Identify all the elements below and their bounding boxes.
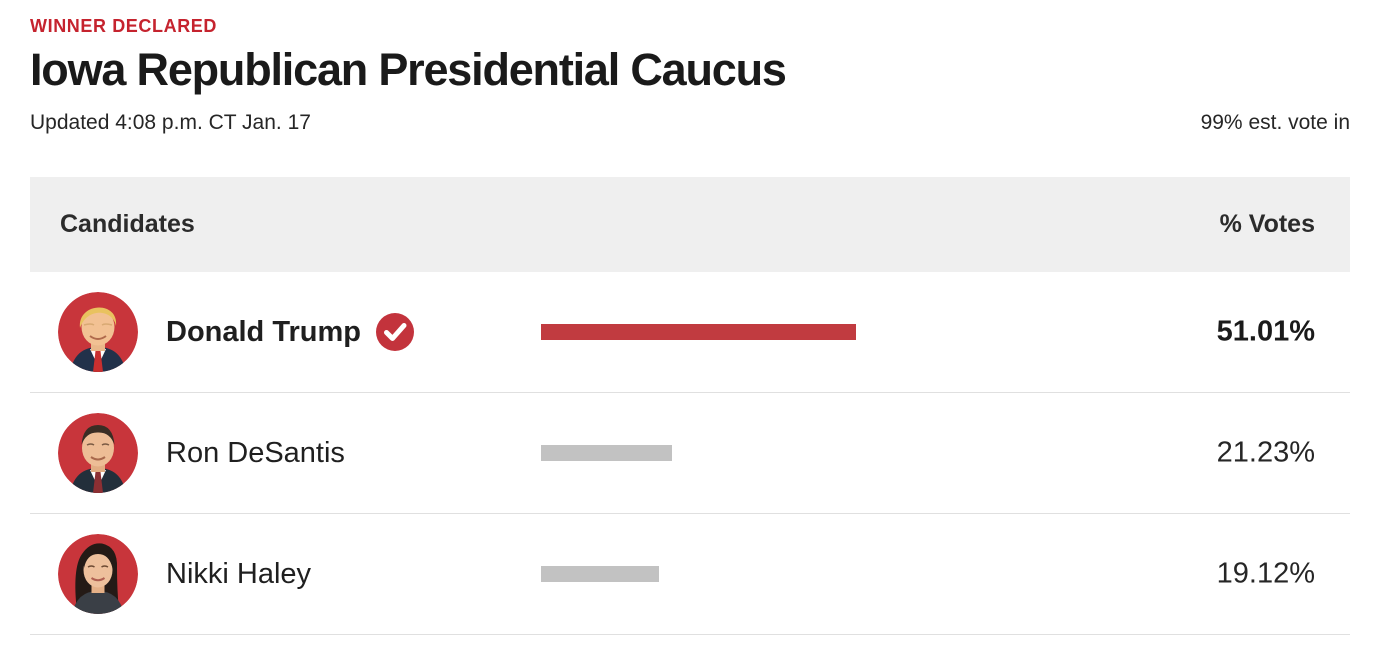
candidate-row-desantis: Ron DeSantis 21.23%: [30, 393, 1350, 514]
vote-percentage: 19.12%: [1216, 557, 1315, 590]
vote-share-bar: [541, 445, 672, 461]
vote-percentage: 21.23%: [1216, 436, 1315, 469]
candidate-name: Nikki Haley: [166, 557, 312, 590]
col-header-votes: % Votes: [1219, 210, 1315, 238]
winner-declared-label: WINNER DECLARED: [30, 16, 217, 36]
vote-percentage: 51.01%: [1216, 315, 1315, 348]
desantis-portrait-image: [58, 413, 138, 493]
candidate-avatar: [58, 292, 138, 372]
results-header: WINNER DECLARED Iowa Republican Presiden…: [30, 0, 1350, 135]
haley-portrait-image: [58, 534, 138, 614]
candidate-row-haley: Nikki Haley 19.12%: [30, 514, 1350, 635]
candidate-name-wrap: Nikki Haley: [166, 558, 311, 591]
est-vote-in: 99% est. vote in: [1200, 111, 1350, 134]
table-header: Candidates % Votes: [30, 177, 1350, 272]
col-header-candidates: Candidates: [60, 210, 195, 238]
candidate-name-wrap: Donald Trump: [166, 313, 414, 351]
winner-check-icon: [375, 313, 414, 351]
candidate-name-wrap: Ron DeSantis: [166, 437, 345, 470]
candidate-row-trump: Donald Trump 51.01%: [30, 272, 1350, 393]
trump-portrait-image: [58, 292, 138, 372]
updated-timestamp: Updated 4:08 p.m. CT Jan. 17: [30, 111, 311, 134]
candidate-avatar: [58, 413, 138, 493]
page-title: Iowa Republican Presidential Caucus: [30, 44, 787, 95]
vote-share-bar: [541, 324, 856, 340]
vote-share-bar: [541, 566, 659, 582]
meta-row: Updated 4:08 p.m. CT Jan. 17 99% est. vo…: [30, 111, 1350, 135]
results-table: Candidates % Votes: [30, 177, 1350, 635]
candidate-name: Ron DeSantis: [166, 436, 345, 469]
candidate-name: Donald Trump: [166, 315, 361, 348]
candidate-avatar: [58, 534, 138, 614]
